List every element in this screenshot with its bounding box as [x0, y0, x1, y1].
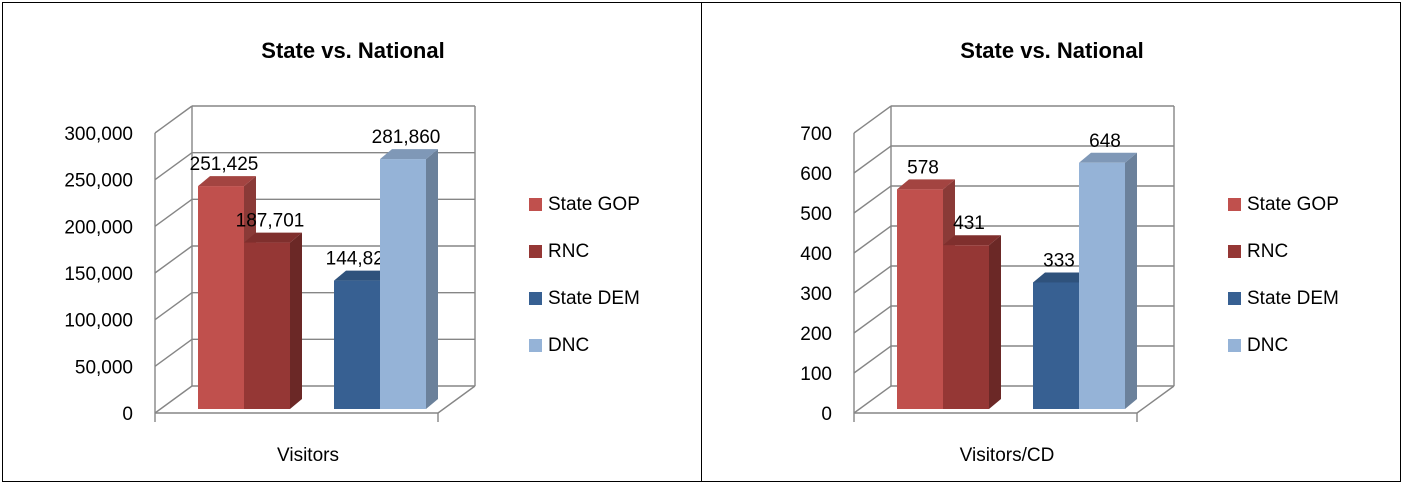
y-tick-label: 0	[821, 404, 832, 425]
bar-side	[290, 232, 302, 409]
y-tick-label: 100	[800, 364, 832, 385]
legend-swatch	[1228, 339, 1241, 352]
y-tick-label: 400	[800, 244, 832, 265]
bar-top	[1033, 272, 1091, 283]
gridline-side	[154, 292, 193, 321]
legend-swatch	[1228, 292, 1241, 305]
legend-label: State DEM	[1247, 288, 1339, 309]
bar-top	[380, 149, 438, 160]
legend-label: DNC	[548, 335, 589, 356]
chart-title: State vs. National	[960, 38, 1143, 63]
bar	[334, 280, 380, 409]
chart-visitors-per-cd: State vs. National 0 100 200 300 400 500 600 700…	[800, 38, 1339, 466]
bar	[198, 186, 244, 409]
gridline-side	[154, 105, 193, 134]
bar-top	[1079, 152, 1137, 163]
y-tick-label: 300,000	[64, 124, 133, 145]
y-tick-label: 250,000	[64, 171, 133, 192]
bar-side	[989, 235, 1001, 409]
bar-top	[334, 270, 392, 281]
chart-panel-visitors-per-cd: State vs. National 0 100 200 300 400 500 600 700…	[701, 2, 1401, 482]
y-tick-label: 0	[122, 404, 133, 425]
y-tick-label: 150,000	[64, 264, 133, 285]
y-tick-label: 600	[800, 164, 832, 185]
y-tick-label: 50,000	[75, 357, 133, 378]
gridline-side	[154, 198, 193, 227]
legend-label: State GOP	[1247, 194, 1339, 215]
legend-label: State DEM	[548, 288, 640, 309]
legend-label: RNC	[548, 241, 589, 262]
bar-side	[1125, 152, 1137, 409]
gridline-side	[154, 385, 193, 414]
gridline-side	[853, 385, 892, 414]
data-label: 431	[953, 213, 985, 234]
gridline-side	[853, 185, 892, 214]
legend-label: DNC	[1247, 335, 1288, 356]
data-label: 281,860	[372, 127, 441, 148]
x-category-label: Visitors	[277, 445, 339, 466]
legend-swatch	[1228, 198, 1241, 211]
data-label: 333	[1043, 250, 1075, 271]
legend-label: RNC	[1247, 241, 1288, 262]
bar	[1033, 282, 1079, 409]
chart-panel-visitors: State vs. National 0 50,000 100,000 150,000 2…	[2, 2, 702, 482]
gridline-side	[853, 105, 892, 134]
bar-top	[244, 232, 302, 243]
y-tick-label: 300	[800, 284, 832, 305]
bar-top	[198, 176, 256, 187]
x-category-label: Visitors/CD	[960, 445, 1055, 466]
data-label: 144,820	[326, 249, 395, 270]
chart-title: State vs. National	[261, 38, 444, 63]
y-tick-label: 100,000	[64, 311, 133, 332]
bar-top	[897, 179, 955, 190]
bar	[943, 245, 989, 409]
y-tick-label: 700	[800, 124, 832, 145]
bar	[380, 159, 426, 409]
gridline-side	[853, 305, 892, 334]
legend-swatch	[529, 245, 542, 258]
legend-label: State GOP	[548, 194, 640, 215]
gridline-side	[154, 338, 193, 367]
gridline-side	[154, 152, 193, 181]
gridline-side	[853, 225, 892, 254]
gridline-side	[154, 245, 193, 274]
bar-side	[426, 149, 438, 409]
bar-top	[943, 235, 1001, 246]
gridline-side	[853, 145, 892, 174]
gridline-side	[853, 345, 892, 374]
legend-swatch	[1228, 245, 1241, 258]
legend-swatch	[529, 339, 542, 352]
chart-visitors: State vs. National 0 50,000 100,000 150,000 2…	[64, 38, 640, 466]
bar	[1079, 162, 1125, 409]
data-label: 648	[1089, 131, 1121, 152]
legend-swatch	[529, 198, 542, 211]
y-tick-label: 200	[800, 324, 832, 345]
bar	[244, 242, 290, 409]
bar	[897, 189, 943, 409]
y-tick-label: 200,000	[64, 217, 133, 238]
data-label: 187,701	[236, 211, 305, 232]
data-label: 578	[907, 157, 939, 178]
gridline-side	[853, 265, 892, 294]
y-tick-label: 500	[800, 204, 832, 225]
data-label: 251,425	[190, 154, 259, 175]
legend-swatch	[529, 292, 542, 305]
